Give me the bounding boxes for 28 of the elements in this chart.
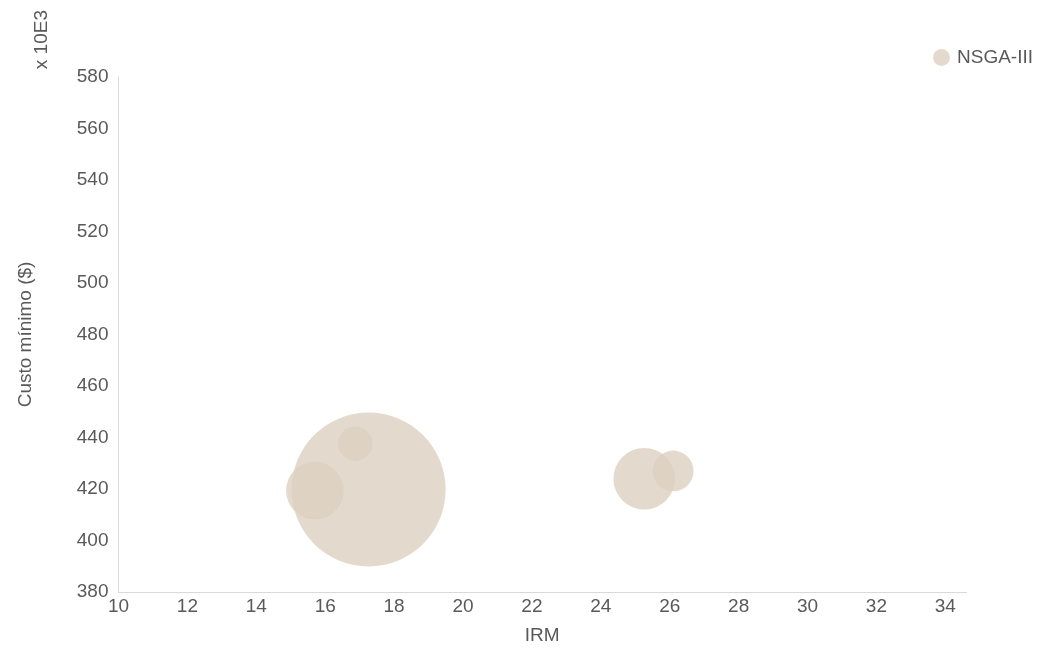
- x-tick-label: 10: [107, 594, 130, 616]
- y-tick-label: 520: [76, 219, 109, 241]
- y-tick-label: 400: [76, 528, 109, 550]
- x-tick-label: 24: [590, 594, 612, 616]
- x-tick-label: 28: [728, 594, 750, 616]
- x-axis-title: IRM: [524, 624, 560, 646]
- x-tick-label: 30: [796, 594, 819, 616]
- y-tick-label: 420: [76, 477, 109, 499]
- y-tick-label: 480: [76, 322, 109, 344]
- y-tick-label: 440: [76, 425, 109, 447]
- y-axis-title: Custo mínimo ($): [13, 261, 35, 408]
- y-tick-label: 380: [76, 580, 109, 602]
- x-tick-label: 12: [176, 594, 198, 616]
- x-tick-label: 14: [245, 594, 268, 616]
- y-tick-label: 560: [76, 116, 109, 138]
- x-tick-label: 26: [659, 594, 681, 616]
- x-tick-label: 22: [521, 594, 543, 616]
- y-tick-label: 540: [76, 168, 109, 190]
- y-tick-label: 460: [76, 374, 109, 396]
- x-tick-label: 20: [452, 594, 474, 616]
- legend-label: NSGA-III: [956, 45, 1034, 67]
- y-tick-label: 580: [76, 65, 109, 87]
- x-tick-label: 34: [934, 594, 957, 616]
- y-tick-label: 500: [76, 271, 109, 293]
- x-tick-label: 16: [314, 594, 336, 616]
- text: x 10E3: [30, 10, 52, 70]
- x-tick-label: 32: [865, 594, 887, 616]
- x-tick-label: 18: [383, 594, 405, 616]
